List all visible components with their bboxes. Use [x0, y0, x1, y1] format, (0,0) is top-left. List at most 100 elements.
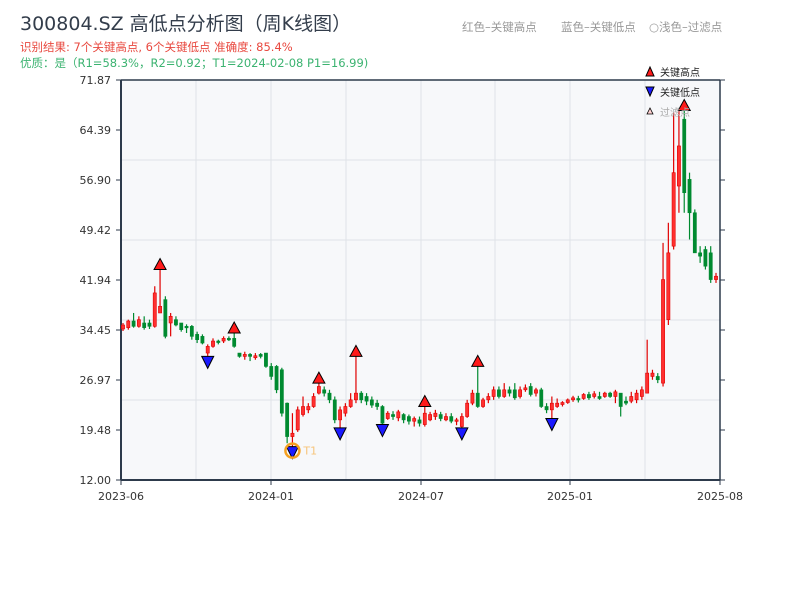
legend-filtered-icon	[646, 107, 654, 115]
candle	[179, 322, 184, 332]
candle	[650, 369, 655, 380]
candle-body	[147, 322, 152, 327]
candle	[401, 413, 406, 424]
candle-body	[311, 396, 316, 407]
candle-body	[650, 372, 655, 377]
key-high-marker	[312, 371, 326, 384]
candle	[624, 396, 628, 406]
candle	[613, 389, 618, 404]
candle-body	[290, 432, 295, 437]
candle-body	[306, 406, 311, 411]
candle-body	[126, 320, 131, 328]
key-low-marker	[545, 418, 559, 432]
candle-body	[322, 389, 327, 394]
candle	[454, 417, 459, 426]
x-tick-label: 2025-08	[697, 490, 743, 503]
candle-body	[618, 392, 623, 407]
candle	[703, 246, 708, 270]
candle	[221, 336, 226, 344]
candle	[634, 389, 639, 404]
candle	[364, 393, 369, 406]
candle	[391, 411, 395, 420]
candle	[332, 396, 337, 424]
key-high-marker	[417, 394, 432, 408]
key-high-marker	[677, 98, 692, 112]
t1-label: T1	[302, 445, 317, 458]
key-low-marker	[285, 446, 300, 460]
candle-body	[274, 366, 279, 391]
candle-body	[444, 416, 448, 421]
candle	[253, 353, 258, 360]
candle-body	[417, 419, 422, 424]
candle	[465, 399, 470, 418]
candle	[359, 391, 364, 404]
candle	[205, 344, 210, 357]
candle	[274, 365, 279, 394]
candle-body	[497, 389, 501, 397]
candle-body	[327, 392, 332, 401]
candle	[348, 393, 353, 408]
candle-body	[491, 389, 496, 397]
candle	[698, 246, 703, 263]
candle	[232, 333, 237, 348]
candle-body	[121, 324, 125, 330]
candle-body	[131, 320, 136, 327]
candle-body	[269, 366, 274, 377]
candle	[666, 222, 671, 325]
candle-body	[264, 352, 268, 367]
candle	[449, 413, 454, 424]
candle	[459, 413, 464, 428]
candle-body	[200, 336, 205, 344]
candle	[412, 416, 417, 427]
candle	[343, 403, 348, 417]
candle-body	[523, 387, 528, 391]
candle-body	[539, 389, 544, 407]
candle-body	[565, 399, 570, 403]
candle-body	[438, 414, 443, 419]
candle-body	[226, 338, 231, 341]
candle	[226, 336, 231, 342]
candle-body	[174, 319, 178, 326]
candle-body	[332, 399, 337, 421]
candle-body	[258, 354, 263, 357]
candle-body	[465, 402, 470, 417]
candle	[195, 331, 200, 344]
candle	[301, 396, 305, 417]
candle-body	[369, 399, 374, 406]
candle	[126, 319, 131, 330]
candle	[565, 398, 570, 404]
top-legend-blue: 蓝色–关键低点	[561, 20, 636, 34]
candle-body	[645, 372, 650, 394]
candle-body	[433, 412, 438, 417]
legend-label: 关键高点	[660, 66, 700, 79]
y-tick-label: 71.87	[80, 74, 112, 87]
candle-body	[216, 340, 221, 343]
candle-body	[459, 416, 464, 427]
t1-circle	[284, 442, 301, 459]
candle-body	[687, 179, 692, 214]
candle	[200, 334, 205, 345]
candle-body	[528, 386, 533, 395]
candle-body	[481, 399, 485, 407]
candle	[444, 413, 448, 422]
candle	[629, 391, 634, 404]
candle-body	[502, 389, 507, 397]
candle	[396, 409, 401, 422]
candle	[507, 386, 512, 397]
candle-body	[682, 118, 687, 194]
candle	[258, 353, 263, 359]
key-high-marker	[349, 344, 363, 357]
top-legend-filtered: ○浅色–过滤点	[649, 20, 723, 34]
candle	[438, 411, 443, 422]
key-low-marker	[455, 427, 469, 442]
candle	[422, 406, 427, 427]
candle	[285, 402, 290, 444]
candle-body	[184, 326, 189, 329]
candle	[475, 366, 480, 408]
candle	[687, 172, 692, 240]
candle	[369, 396, 374, 408]
candle-body	[454, 419, 459, 422]
candle	[375, 399, 380, 410]
candle-body	[703, 249, 708, 267]
